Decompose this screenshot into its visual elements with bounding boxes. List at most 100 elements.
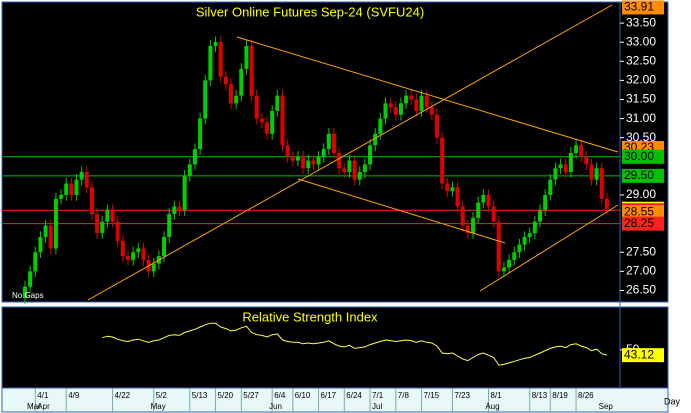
candle-body <box>151 263 156 272</box>
candle-body <box>558 164 563 169</box>
candle-body <box>265 122 270 134</box>
candle-body <box>115 221 120 241</box>
candle-body <box>203 80 208 119</box>
annotation: No Gaps <box>12 291 44 300</box>
candle-body <box>512 252 517 260</box>
candle-body <box>326 133 331 150</box>
candle-body <box>136 248 141 253</box>
y-tick-label: 27.00 <box>626 264 656 278</box>
candle-body <box>270 110 275 134</box>
candle-body <box>332 133 336 153</box>
candle-body <box>471 217 476 234</box>
candle-body <box>192 149 197 165</box>
candle-body <box>301 156 306 169</box>
x-unit: Day <box>664 396 681 406</box>
candle-body <box>285 145 290 157</box>
candle-body <box>229 84 233 104</box>
candle-body <box>594 168 599 180</box>
candle-body <box>393 107 398 115</box>
x-tick-label: 7/1 <box>372 391 384 400</box>
candle-body <box>589 164 594 180</box>
candle-body <box>548 179 553 195</box>
x-tick-label: 5/20 <box>218 391 234 400</box>
month-label: Aug <box>485 402 499 411</box>
candle-body <box>476 202 481 218</box>
candle-body <box>290 156 295 161</box>
x-tick-label: 5/13 <box>192 391 208 400</box>
price-tag <box>622 205 664 220</box>
candle-body <box>95 214 100 234</box>
month-label: Jun <box>269 402 282 411</box>
trendline <box>236 36 619 153</box>
candle-body <box>491 206 496 222</box>
candle-body <box>33 252 38 272</box>
x-tick-label: 4/22 <box>115 391 131 400</box>
indicator-line <box>102 322 608 366</box>
candle-body <box>234 95 239 104</box>
candle-body <box>64 183 69 195</box>
candle-body <box>388 103 393 108</box>
trendline <box>297 178 506 244</box>
candle-body <box>79 172 84 180</box>
candle-body <box>48 225 53 249</box>
candle-body <box>198 118 203 150</box>
x-tick-label: 5/27 <box>243 391 259 400</box>
x-tick-label: 4/1 <box>37 391 49 400</box>
y-tick-label: 31.50 <box>626 92 656 106</box>
y-tick-label: 27.50 <box>626 244 656 258</box>
candle-body <box>69 183 74 195</box>
candle-body <box>244 46 249 69</box>
y-tick-label: 31.00 <box>626 111 656 125</box>
candle-body <box>259 118 264 123</box>
y-tick-label: 33.50 <box>626 15 656 29</box>
candle-body <box>126 256 130 260</box>
candle-body <box>574 145 579 153</box>
candle-body <box>275 95 280 111</box>
candle-body <box>599 168 604 199</box>
candle-body <box>43 225 48 237</box>
candle-body <box>496 221 501 272</box>
candle-body <box>167 214 172 237</box>
candle-body <box>337 152 342 169</box>
trendlines <box>87 4 619 301</box>
candle-body <box>507 259 512 268</box>
candle-body <box>74 179 79 195</box>
candle-body <box>120 240 125 257</box>
candle-body <box>357 172 362 180</box>
candle-body <box>440 137 445 184</box>
candle-body <box>38 236 43 253</box>
candle-body <box>450 187 455 192</box>
candle-body <box>553 168 558 180</box>
candle-body <box>131 252 136 260</box>
candle-body <box>141 248 146 260</box>
price-tag <box>622 168 664 183</box>
month-label: Apr <box>37 402 50 411</box>
price-tag-label: 30.00 <box>624 149 654 163</box>
candle-body <box>409 95 414 100</box>
candle-body <box>465 225 470 234</box>
candle-body <box>486 194 491 207</box>
month-label: Mar <box>27 402 41 411</box>
candle-body <box>162 236 167 257</box>
candle-body <box>378 118 383 134</box>
month-label: Jul <box>372 402 382 411</box>
candle-body <box>280 95 285 146</box>
candle-body <box>223 76 228 85</box>
candle-body <box>316 156 321 165</box>
y-tick-label: 29.00 <box>626 187 656 201</box>
y-tick-label: 26.50 <box>626 283 656 297</box>
indicator-title: Relative Strength Index <box>242 309 378 324</box>
trendline <box>479 204 619 292</box>
candle-body <box>419 95 424 111</box>
candle-body <box>187 164 192 176</box>
x-tick-label: 4/9 <box>68 391 80 400</box>
price-tag-label: 28.55 <box>624 204 654 218</box>
candle-body <box>429 107 434 115</box>
x-tick-label: 6/10 <box>295 391 311 400</box>
candle-body <box>53 198 58 249</box>
price-tag-label: 43.12 <box>624 347 654 361</box>
candle-body <box>604 198 609 209</box>
x-tick-label: 8/1 <box>491 391 503 400</box>
